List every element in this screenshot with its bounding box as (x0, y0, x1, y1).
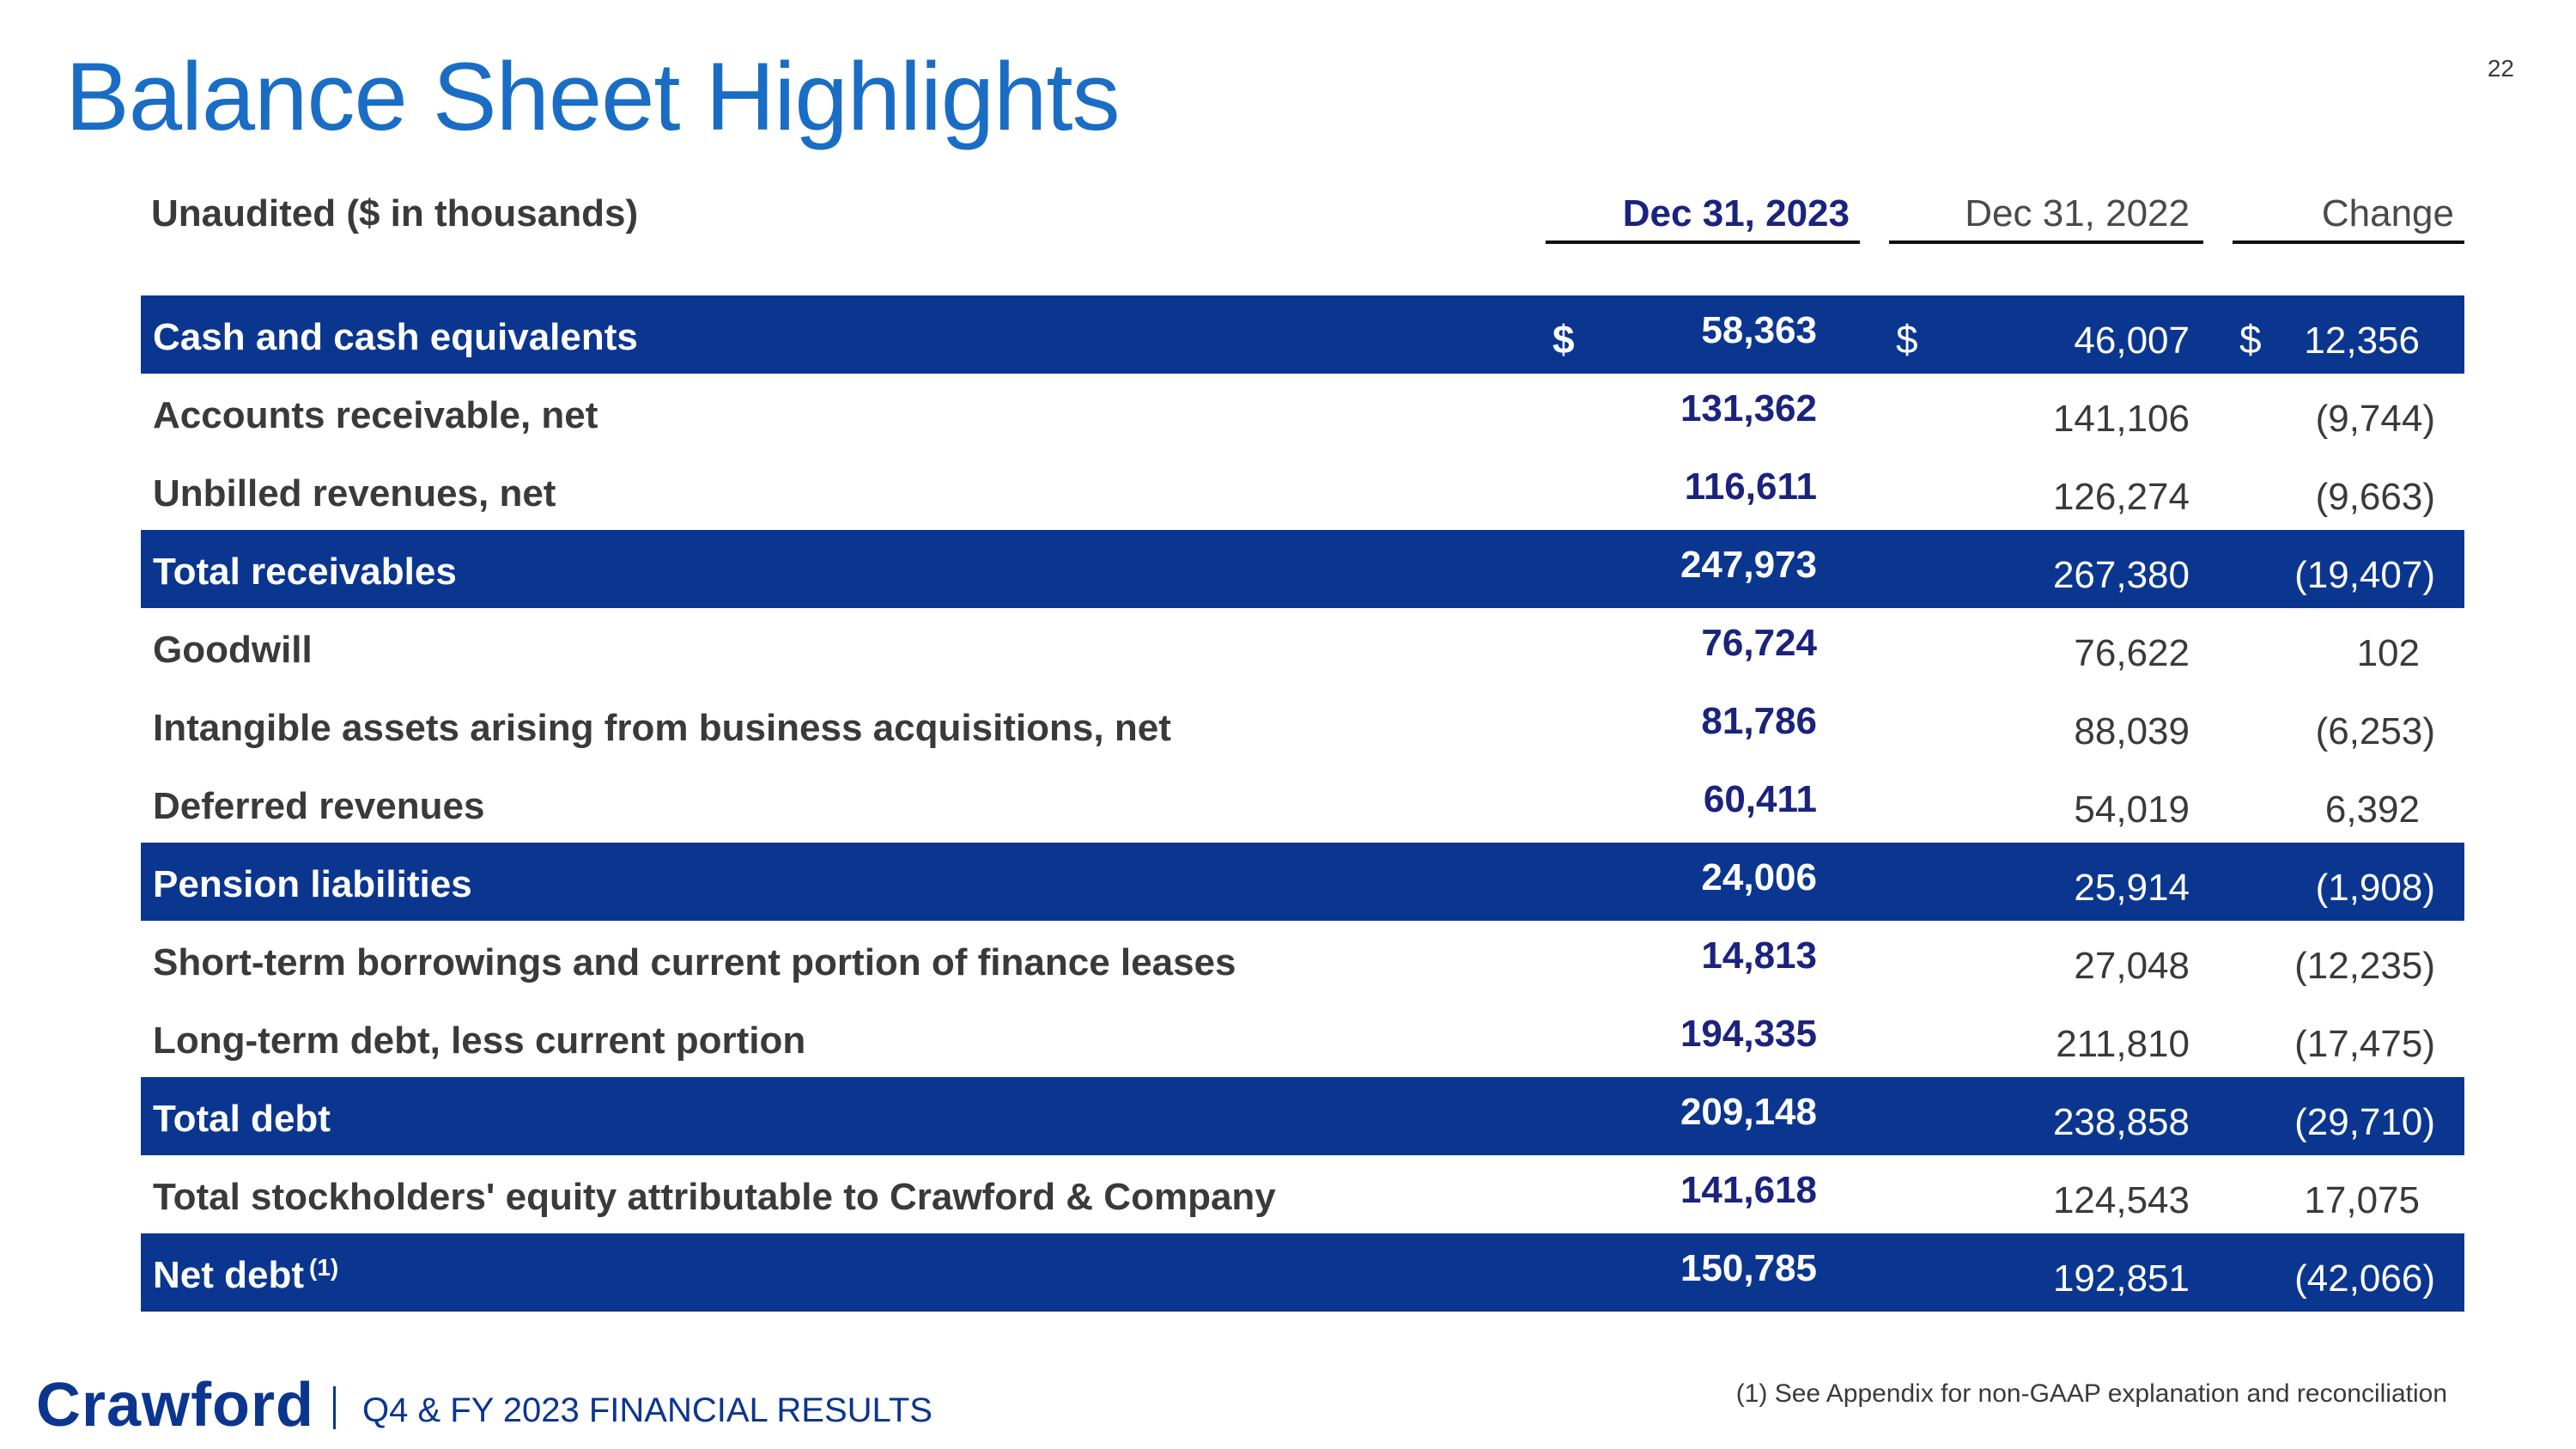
table-row: Total debt 209,148 238,858 (29,710) (141, 1077, 2464, 1155)
value-2023: 150,785 (1680, 1247, 1817, 1289)
balance-sheet-table: Cash and cash equivalents $ 58,363 $ 46,… (141, 295, 2464, 1312)
currency-symbol: $ (2239, 317, 2262, 362)
crawford-logo: Crawford (36, 1371, 315, 1440)
table-row: Goodwill 76,724 76,622 102 (141, 608, 2464, 686)
table-header: Unaudited ($ in thousands) Dec 31, 2023 … (151, 184, 2464, 244)
column-header-dec-2022: Dec 31, 2022 (1889, 192, 2203, 244)
value-change: (9,744) (2315, 398, 2435, 440)
currency-symbol: $ (1552, 317, 1575, 362)
units-label: Unaudited ($ in thousands) (151, 192, 639, 234)
row-label: Net debt (1) (153, 1254, 339, 1296)
row-label: Short-term borrowings and current portio… (153, 941, 1236, 983)
row-label: Goodwill (153, 629, 313, 671)
row-label: Deferred revenues (153, 785, 485, 827)
value-change: (29,710) (2294, 1101, 2435, 1143)
value-change: 6,392 (2324, 788, 2420, 831)
table-row: Total stockholders' equity attributable … (141, 1155, 2464, 1233)
value-change: (42,066) (2294, 1257, 2435, 1300)
value-2022: 238,858 (2052, 1101, 2190, 1143)
value-2023: 116,611 (1684, 466, 1817, 508)
value-2022: 141,106 (2052, 398, 2190, 440)
row-label: Cash and cash equivalents (153, 316, 638, 358)
value-2022: 124,543 (2052, 1179, 2190, 1221)
row-label: Total receivables (153, 551, 457, 593)
value-2023: 24,006 (1701, 856, 1817, 898)
row-label: Total debt (153, 1098, 331, 1140)
table-row: Pension liabilities 24,006 25,914 (1,908… (141, 843, 2464, 921)
table-row: Unbilled revenues, net 116,611 126,274 (… (141, 452, 2464, 530)
value-2023: 141,618 (1680, 1169, 1817, 1211)
table-row: Accounts receivable, net 131,362 141,106… (141, 374, 2464, 452)
page-title: Balance Sheet Highlights (65, 43, 1120, 150)
footer-title: Q4 & FY 2023 FINANCIAL RESULTS (362, 1391, 933, 1429)
row-label: Total stockholders' equity attributable … (153, 1176, 1276, 1218)
value-change: (1,908) (2315, 867, 2435, 909)
value-change: 12,356 (2304, 320, 2420, 362)
value-2022: 25,914 (2074, 867, 2190, 909)
row-label: Intangible assets arising from business … (153, 707, 1171, 749)
row-label: Pension liabilities (153, 863, 472, 905)
value-2022: 27,048 (2074, 945, 2190, 987)
column-header-dec-2023: Dec 31, 2023 (1546, 192, 1860, 244)
value-2022: 126,274 (2052, 476, 2190, 518)
value-2022: 211,810 (2056, 1023, 2190, 1065)
row-label: Accounts receivable, net (153, 394, 598, 436)
value-2022: 267,380 (2052, 554, 2190, 596)
value-change: (12,235) (2294, 945, 2435, 987)
value-change: (19,407) (2294, 554, 2435, 596)
value-2022: 88,039 (2074, 710, 2190, 752)
value-change: 17,075 (2304, 1179, 2420, 1221)
footnote-marker: (1) (309, 1254, 339, 1281)
page-number: 22 (2487, 55, 2514, 82)
table-row: Long-term debt, less current portion 194… (141, 999, 2464, 1077)
value-2022: 46,007 (2074, 320, 2190, 362)
value-2023: 81,786 (1701, 700, 1817, 742)
value-2023: 194,335 (1680, 1013, 1817, 1055)
value-2022: 54,019 (2074, 788, 2190, 831)
value-change: 102 (2356, 632, 2420, 674)
value-2023: 76,724 (1701, 622, 1817, 664)
currency-symbol: $ (1896, 317, 1918, 362)
value-change: (17,475) (2294, 1023, 2435, 1065)
value-2023: 247,973 (1680, 544, 1817, 586)
row-label: Unbilled revenues, net (153, 472, 556, 514)
value-2023: 131,362 (1680, 387, 1817, 429)
value-2023: 209,148 (1680, 1091, 1817, 1133)
table-row: Cash and cash equivalents $ 58,363 $ 46,… (141, 295, 2464, 374)
table-row: Total receivables 247,973 267,380 (19,40… (141, 530, 2464, 608)
value-2023: 60,411 (1703, 778, 1817, 820)
value-2023: 14,813 (1701, 935, 1817, 977)
table-row: Intangible assets arising from business … (141, 686, 2464, 764)
value-2022: 192,851 (2052, 1257, 2190, 1300)
table-row: Short-term borrowings and current portio… (141, 921, 2464, 999)
row-label: Long-term debt, less current portion (153, 1020, 806, 1062)
value-change: (6,253) (2315, 710, 2435, 752)
column-header-change: Change (2233, 192, 2464, 244)
footer-divider (333, 1386, 336, 1429)
value-2022: 76,622 (2074, 632, 2190, 674)
footnote: (1) See Appendix for non-GAAP explanatio… (1735, 1379, 2447, 1408)
value-change: (9,663) (2315, 476, 2435, 518)
value-2023: 58,363 (1701, 309, 1817, 351)
table-row: Deferred revenues 60,411 54,019 6,392 (141, 764, 2464, 843)
table-row: Net debt (1) 150,785 192,851 (42,066) (141, 1233, 2464, 1312)
